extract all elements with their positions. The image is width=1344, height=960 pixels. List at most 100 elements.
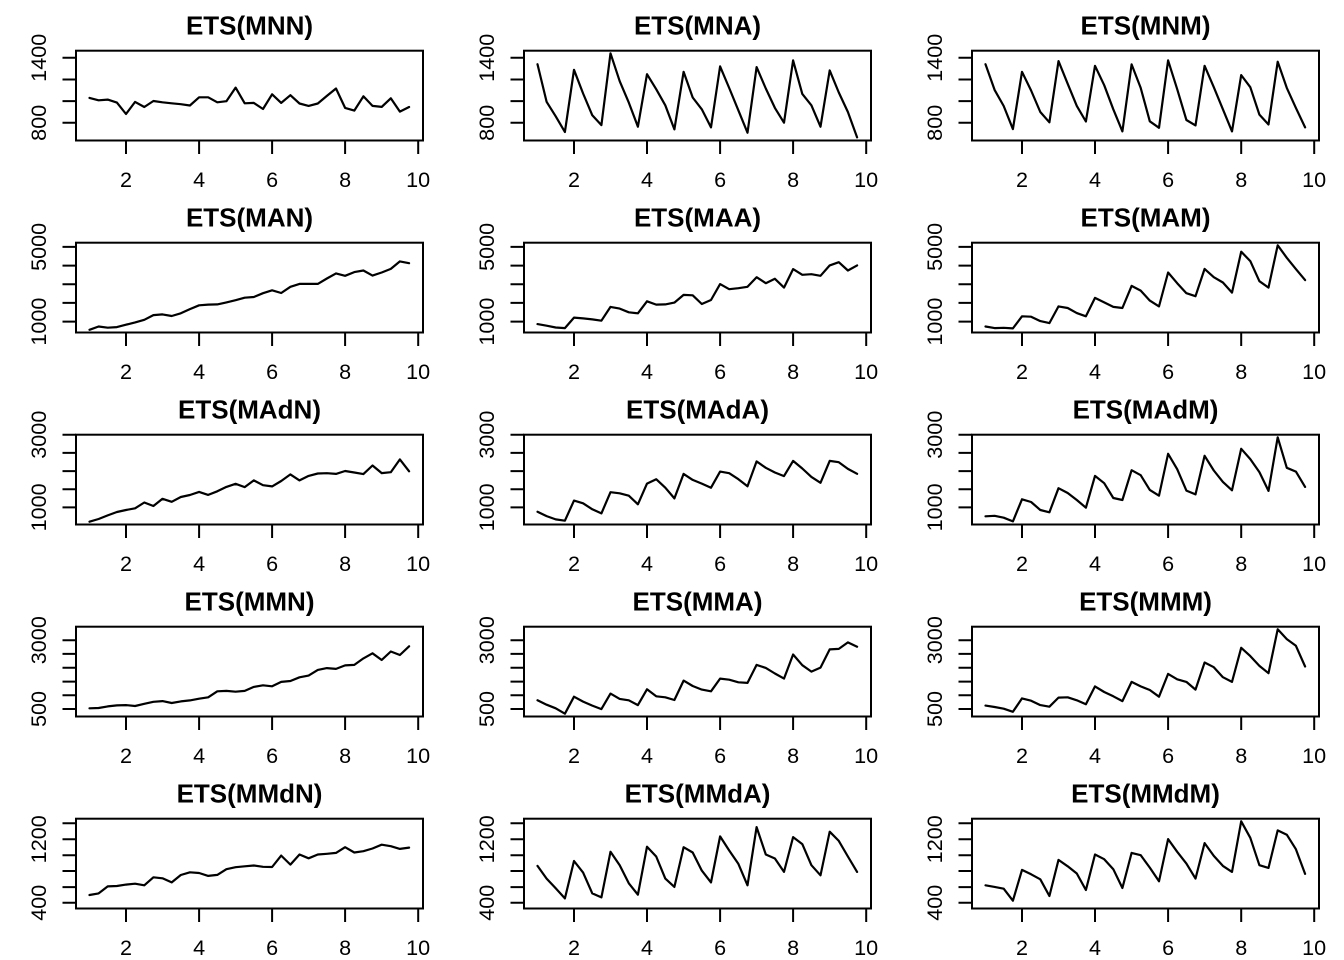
svg-text:8: 8 — [787, 359, 799, 384]
svg-text:6: 6 — [1162, 743, 1174, 768]
svg-text:6: 6 — [266, 743, 278, 768]
svg-text:ETS(MAN): ETS(MAN) — [186, 202, 313, 232]
svg-text:6: 6 — [714, 167, 726, 192]
svg-text:10: 10 — [854, 935, 878, 960]
svg-text:8: 8 — [339, 935, 351, 960]
svg-text:10: 10 — [406, 743, 430, 768]
svg-text:10: 10 — [406, 359, 430, 384]
svg-text:4: 4 — [641, 359, 653, 384]
svg-text:ETS(MMdA): ETS(MMdA) — [625, 778, 771, 808]
svg-text:400: 400 — [26, 885, 51, 921]
svg-text:6: 6 — [714, 743, 726, 768]
svg-text:8: 8 — [339, 167, 351, 192]
svg-text:3000: 3000 — [922, 411, 947, 459]
svg-text:2: 2 — [1016, 935, 1028, 960]
svg-text:5000: 5000 — [26, 223, 51, 271]
svg-text:5000: 5000 — [922, 223, 947, 271]
svg-text:ETS(MMN): ETS(MMN) — [185, 586, 315, 616]
svg-text:2: 2 — [120, 359, 132, 384]
svg-text:6: 6 — [1162, 935, 1174, 960]
svg-text:3000: 3000 — [474, 411, 499, 459]
svg-text:2: 2 — [120, 935, 132, 960]
svg-text:2: 2 — [568, 359, 580, 384]
svg-text:10: 10 — [406, 551, 430, 576]
svg-text:10: 10 — [406, 167, 430, 192]
svg-text:2: 2 — [1016, 167, 1028, 192]
svg-text:ETS(MAM): ETS(MAM) — [1081, 202, 1211, 232]
svg-text:ETS(MNN): ETS(MNN) — [186, 10, 313, 40]
svg-text:3000: 3000 — [922, 616, 947, 664]
svg-text:500: 500 — [26, 691, 51, 727]
svg-text:10: 10 — [1302, 935, 1326, 960]
svg-text:2: 2 — [1016, 359, 1028, 384]
svg-text:8: 8 — [1235, 743, 1247, 768]
svg-text:2: 2 — [568, 743, 580, 768]
svg-text:400: 400 — [474, 885, 499, 921]
svg-text:ETS(MMA): ETS(MMA) — [633, 586, 763, 616]
svg-text:800: 800 — [474, 105, 499, 141]
svg-text:2: 2 — [1016, 551, 1028, 576]
svg-text:6: 6 — [266, 167, 278, 192]
svg-text:ETS(MMdN): ETS(MMdN) — [177, 778, 323, 808]
svg-text:8: 8 — [1235, 167, 1247, 192]
svg-text:8: 8 — [1235, 359, 1247, 384]
svg-text:10: 10 — [854, 167, 878, 192]
svg-text:1400: 1400 — [474, 34, 499, 82]
svg-text:2: 2 — [568, 551, 580, 576]
svg-text:2: 2 — [120, 167, 132, 192]
svg-text:8: 8 — [339, 359, 351, 384]
svg-text:6: 6 — [714, 359, 726, 384]
svg-text:4: 4 — [1089, 167, 1101, 192]
svg-text:1000: 1000 — [474, 298, 499, 346]
svg-text:ETS(MAdM): ETS(MAdM) — [1073, 394, 1219, 424]
svg-text:2: 2 — [120, 551, 132, 576]
svg-text:4: 4 — [193, 359, 205, 384]
svg-text:4: 4 — [641, 743, 653, 768]
svg-text:ETS(MNM): ETS(MNM) — [1081, 10, 1211, 40]
svg-text:6: 6 — [266, 359, 278, 384]
svg-text:4: 4 — [193, 743, 205, 768]
svg-text:6: 6 — [266, 935, 278, 960]
svg-text:1200: 1200 — [474, 815, 499, 863]
svg-text:3000: 3000 — [26, 411, 51, 459]
svg-text:1200: 1200 — [26, 815, 51, 863]
svg-text:4: 4 — [1089, 359, 1101, 384]
svg-text:8: 8 — [787, 743, 799, 768]
svg-text:3000: 3000 — [474, 616, 499, 664]
svg-text:500: 500 — [922, 691, 947, 727]
svg-text:ETS(MAA): ETS(MAA) — [634, 202, 761, 232]
svg-text:4: 4 — [1089, 551, 1101, 576]
svg-text:10: 10 — [854, 359, 878, 384]
svg-text:6: 6 — [266, 551, 278, 576]
svg-text:1000: 1000 — [26, 483, 51, 531]
svg-text:1200: 1200 — [922, 815, 947, 863]
svg-text:800: 800 — [26, 105, 51, 141]
svg-text:4: 4 — [1089, 935, 1101, 960]
svg-text:8: 8 — [787, 935, 799, 960]
svg-text:1000: 1000 — [922, 298, 947, 346]
svg-text:400: 400 — [922, 885, 947, 921]
svg-text:1400: 1400 — [922, 34, 947, 82]
svg-text:6: 6 — [1162, 551, 1174, 576]
svg-text:1000: 1000 — [922, 483, 947, 531]
svg-text:8: 8 — [339, 551, 351, 576]
svg-text:ETS(MAdA): ETS(MAdA) — [626, 394, 769, 424]
svg-text:2: 2 — [120, 743, 132, 768]
svg-text:8: 8 — [787, 167, 799, 192]
svg-text:10: 10 — [1302, 743, 1326, 768]
svg-text:10: 10 — [1302, 551, 1326, 576]
svg-text:6: 6 — [1162, 359, 1174, 384]
svg-text:8: 8 — [1235, 551, 1247, 576]
svg-text:6: 6 — [714, 935, 726, 960]
svg-text:ETS(MAdN): ETS(MAdN) — [178, 394, 321, 424]
svg-text:4: 4 — [193, 551, 205, 576]
svg-text:2: 2 — [1016, 743, 1028, 768]
svg-text:1400: 1400 — [26, 34, 51, 82]
svg-text:4: 4 — [193, 935, 205, 960]
svg-text:1000: 1000 — [26, 298, 51, 346]
svg-text:4: 4 — [641, 551, 653, 576]
svg-text:10: 10 — [406, 935, 430, 960]
svg-text:10: 10 — [1302, 359, 1326, 384]
svg-text:4: 4 — [641, 935, 653, 960]
svg-text:ETS(MMM): ETS(MMM) — [1079, 586, 1212, 616]
